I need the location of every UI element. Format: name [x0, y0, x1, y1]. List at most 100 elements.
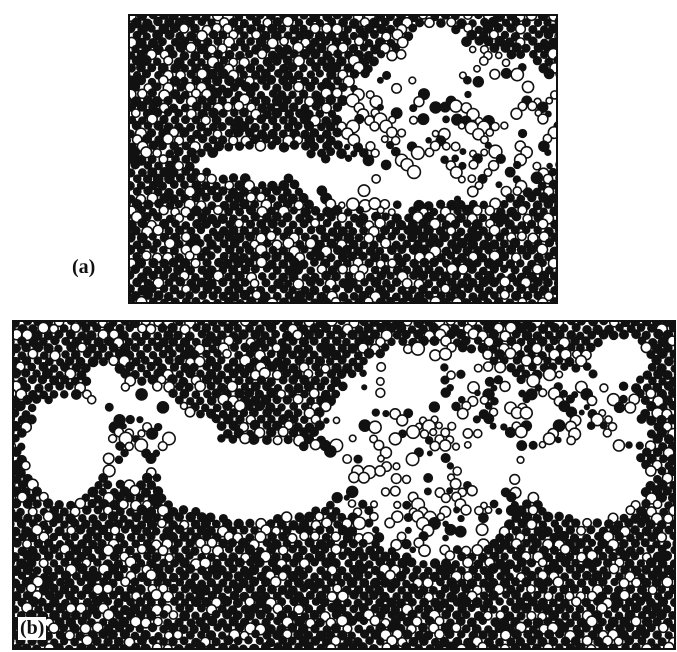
atom [59, 637, 69, 646]
atom [371, 408, 380, 417]
atom [165, 149, 175, 159]
atom [97, 524, 109, 536]
atom [332, 16, 342, 20]
atom [522, 251, 532, 261]
atom [500, 423, 508, 431]
atom [324, 445, 337, 458]
atom [407, 231, 418, 243]
atom [176, 82, 186, 92]
atom [87, 498, 97, 509]
atom [608, 330, 619, 341]
atom [219, 56, 229, 65]
atom [602, 428, 613, 438]
atom [180, 115, 191, 125]
atom [148, 257, 159, 269]
atom [618, 381, 629, 391]
atom [185, 41, 197, 54]
atom [17, 480, 28, 490]
atom [599, 322, 609, 326]
atom [401, 474, 412, 485]
atom [260, 642, 271, 648]
atom [153, 16, 163, 27]
atom [294, 18, 304, 27]
atom [663, 434, 674, 445]
atom [652, 617, 662, 627]
atom [396, 36, 409, 49]
atom [163, 291, 174, 302]
atom [353, 454, 363, 464]
atom [49, 518, 58, 528]
atom [522, 499, 532, 509]
atom [211, 519, 221, 529]
atom [488, 643, 499, 648]
atom [229, 342, 239, 352]
atom [451, 231, 461, 242]
atom [537, 583, 548, 594]
atom [197, 603, 206, 613]
atom [387, 232, 397, 241]
atom [327, 56, 336, 65]
atom [262, 264, 272, 273]
atom [146, 427, 159, 440]
atom [14, 367, 22, 379]
atom [447, 421, 457, 431]
atom [672, 539, 674, 548]
atom [610, 577, 619, 587]
atom [156, 504, 170, 517]
atom [131, 642, 141, 648]
atom [136, 543, 148, 555]
atom [398, 297, 408, 302]
atom [369, 121, 380, 132]
atom [14, 643, 23, 648]
atom [669, 349, 674, 359]
atom [668, 611, 674, 620]
atom [530, 171, 544, 185]
atom [197, 133, 208, 144]
atom [217, 434, 226, 443]
atom [194, 380, 207, 393]
atom [49, 349, 61, 362]
atom [387, 208, 396, 217]
atom [347, 329, 358, 340]
atom [266, 361, 278, 372]
atom [463, 440, 472, 449]
atom [224, 244, 235, 255]
atom [174, 199, 184, 209]
atom [59, 390, 69, 399]
atom [174, 354, 185, 366]
atom [251, 629, 260, 639]
atom [202, 258, 212, 268]
atom [107, 433, 118, 444]
atom [260, 577, 271, 588]
atom [359, 369, 367, 378]
atom [250, 57, 260, 66]
atom [364, 570, 373, 580]
atom [130, 232, 136, 243]
atom [244, 387, 255, 398]
atom [207, 147, 219, 158]
atom [310, 557, 320, 567]
atom [94, 481, 103, 490]
atom [309, 350, 319, 360]
atom [272, 17, 283, 27]
atom [271, 342, 282, 353]
atom [576, 525, 587, 536]
atom [463, 283, 473, 294]
atom [647, 362, 657, 372]
atom [213, 298, 222, 302]
atom [92, 610, 102, 620]
atom [438, 439, 452, 452]
atom [528, 283, 539, 294]
atom [385, 126, 398, 139]
atom [358, 552, 369, 562]
atom [310, 218, 321, 229]
atom [212, 219, 222, 229]
atom [555, 329, 565, 340]
atom [124, 492, 135, 503]
atom [289, 296, 301, 302]
atom [255, 609, 266, 620]
atom [389, 485, 401, 497]
atom [460, 298, 472, 302]
atom [250, 211, 261, 222]
atom [202, 570, 213, 581]
